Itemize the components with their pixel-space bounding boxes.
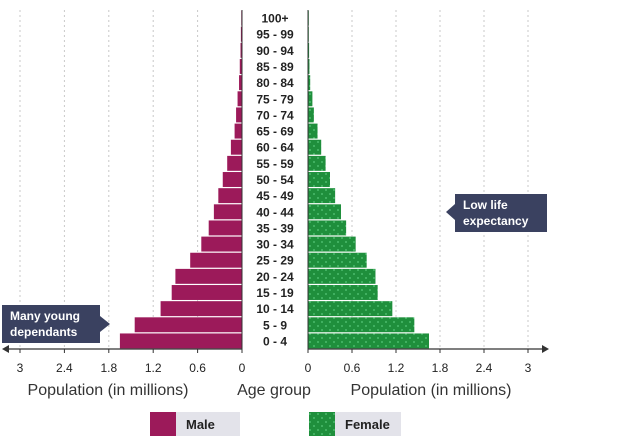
right-tick-label: 2.4 bbox=[476, 361, 493, 375]
bar-male-50-54 bbox=[222, 172, 242, 187]
callout-line-1: Low life bbox=[463, 198, 508, 212]
right-tick-label: 1.8 bbox=[432, 361, 449, 375]
age-label: 75 - 79 bbox=[256, 92, 294, 106]
bar-male-10-14 bbox=[160, 301, 242, 317]
legend-label-male: Male bbox=[186, 417, 215, 432]
bar-male-65-69 bbox=[234, 123, 242, 139]
left-axis-arrow bbox=[2, 345, 9, 353]
bar-male-20-24 bbox=[175, 268, 242, 284]
left-tick-label: 3 bbox=[17, 361, 24, 375]
bar-female-50-54 bbox=[308, 172, 330, 187]
bar-female-75-79 bbox=[308, 91, 313, 107]
bar-female-5-9 bbox=[308, 317, 415, 333]
bar-male-85-89 bbox=[239, 59, 242, 74]
age-label: 65 - 69 bbox=[256, 125, 294, 139]
bar-male-75-79 bbox=[237, 91, 242, 107]
age-label: 20 - 24 bbox=[256, 270, 294, 284]
bar-female-90-94 bbox=[308, 42, 310, 58]
left-tick-label: 1.8 bbox=[100, 361, 117, 375]
age-label: 10 - 14 bbox=[256, 302, 294, 316]
age-label: 30 - 34 bbox=[256, 238, 294, 252]
bar-male-30-34 bbox=[201, 236, 242, 252]
bar-female-15-19 bbox=[308, 285, 378, 300]
age-labels: 0 - 4 5 - 9 10 - 14 15 - 19 20 - 24 25 - 29 30… bbox=[256, 12, 294, 349]
bars bbox=[119, 10, 429, 349]
bar-male-5-9 bbox=[134, 317, 242, 333]
bar-male-70-74 bbox=[236, 107, 242, 123]
bar-male-55-59 bbox=[227, 155, 242, 171]
right-tick-label: 1.2 bbox=[388, 361, 405, 375]
bar-male-15-19 bbox=[171, 285, 242, 300]
bar-male-95-99 bbox=[240, 26, 242, 42]
right-tick-label: 3 bbox=[525, 361, 532, 375]
callout-box bbox=[2, 305, 100, 343]
bar-female-65-69 bbox=[308, 123, 318, 139]
age-label: 60 - 64 bbox=[256, 141, 294, 155]
callout-many-young-dependants: Many young dependants bbox=[2, 305, 110, 343]
age-label: 0 - 4 bbox=[263, 334, 287, 348]
age-label: 15 - 19 bbox=[256, 286, 294, 300]
bar-female-10-14 bbox=[308, 301, 393, 317]
age-label: 85 - 89 bbox=[256, 60, 294, 74]
bar-female-0-4 bbox=[308, 333, 429, 349]
axes: 0 0 0.6 0.6 1.2 1.2 1.8 1.8 2.4 2.4 3 3 bbox=[2, 10, 549, 375]
bar-male-60-64 bbox=[230, 139, 242, 155]
bar-female-35-39 bbox=[308, 220, 347, 236]
bar-male-35-39 bbox=[208, 220, 242, 236]
callout-pointer bbox=[446, 204, 455, 220]
bar-female-55-59 bbox=[308, 155, 326, 171]
bar-male-45-49 bbox=[218, 188, 242, 204]
bar-female-25-29 bbox=[308, 252, 367, 268]
left-tick-label: 0 bbox=[239, 361, 246, 375]
bar-female-85-89 bbox=[308, 59, 310, 74]
age-label: 70 - 74 bbox=[256, 108, 294, 122]
callout-line-1: Many young bbox=[10, 309, 80, 323]
legend-swatch-female bbox=[309, 412, 335, 436]
bar-male-25-29 bbox=[190, 252, 242, 268]
left-tick-label: 0.6 bbox=[189, 361, 206, 375]
bar-female-20-24 bbox=[308, 268, 376, 284]
left-tick-label: 2.4 bbox=[56, 361, 73, 375]
bar-female-30-34 bbox=[308, 236, 356, 252]
legend: Male Female bbox=[150, 412, 401, 436]
bar-female-45-49 bbox=[308, 188, 336, 204]
bar-male-80-84 bbox=[239, 75, 242, 91]
right-axis-arrow bbox=[542, 345, 549, 353]
callout-low-life-expectancy: Low life expectancy bbox=[446, 194, 547, 232]
age-label: 55 - 59 bbox=[256, 157, 294, 171]
right-tick-label: 0.6 bbox=[344, 361, 361, 375]
age-label: 35 - 39 bbox=[256, 221, 294, 235]
callout-box bbox=[455, 194, 547, 232]
legend-item-female: Female bbox=[309, 412, 401, 436]
callout-line-2: dependants bbox=[10, 325, 78, 339]
grid-lines bbox=[19, 10, 529, 349]
legend-label-female: Female bbox=[345, 417, 390, 432]
center-axis-title: Age group bbox=[237, 382, 311, 399]
bar-male-40-44 bbox=[213, 204, 242, 220]
left-tick-label: 1.2 bbox=[145, 361, 162, 375]
age-label: 25 - 29 bbox=[256, 254, 294, 268]
age-label: 5 - 9 bbox=[263, 318, 287, 332]
legend-swatch-male bbox=[150, 412, 176, 436]
callout-line-2: expectancy bbox=[463, 214, 529, 228]
bar-female-60-64 bbox=[308, 139, 322, 155]
age-label: 50 - 54 bbox=[256, 173, 294, 187]
bar-male-0-4 bbox=[119, 333, 242, 349]
callout-pointer bbox=[100, 316, 110, 332]
bar-female-40-44 bbox=[308, 204, 341, 220]
legend-item-male: Male bbox=[150, 412, 240, 436]
age-label: 45 - 49 bbox=[256, 189, 294, 203]
bar-female-70-74 bbox=[308, 107, 314, 123]
bar-male-90-94 bbox=[240, 42, 242, 58]
right-tick-label: 0 bbox=[305, 361, 312, 375]
bar-female-80-84 bbox=[308, 75, 311, 91]
age-label: 40 - 44 bbox=[256, 205, 294, 219]
age-label: 80 - 84 bbox=[256, 76, 294, 90]
age-label: 95 - 99 bbox=[256, 28, 294, 42]
right-axis-title: Population (in millions) bbox=[351, 382, 512, 399]
age-label: 90 - 94 bbox=[256, 44, 294, 58]
age-label: 100+ bbox=[261, 12, 288, 26]
left-axis-title: Population (in millions) bbox=[28, 382, 189, 399]
